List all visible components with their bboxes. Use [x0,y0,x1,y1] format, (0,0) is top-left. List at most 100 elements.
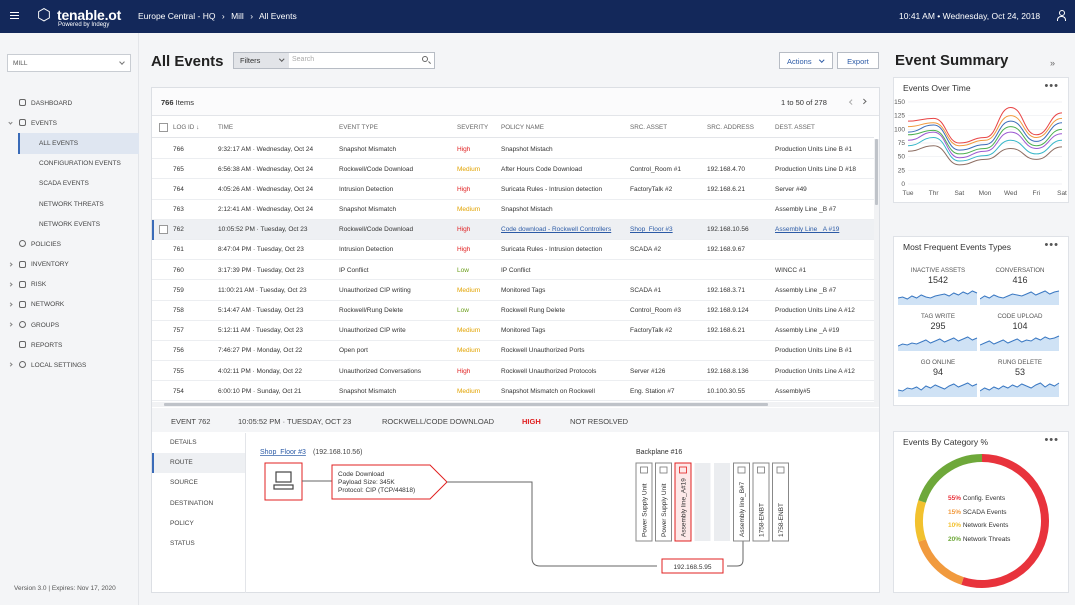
backplane-empty-slot[interactable] [694,463,711,541]
chevron-left-icon[interactable] [849,99,855,105]
frequent-event-tile[interactable]: RUNG DELETE 53 [980,359,1060,400]
items-count-label: Items [175,98,194,107]
table-row[interactable]: 762 10:05:52 PM · Tuesday, Oct 23 Rockwell… [152,219,874,240]
sidebar-item-reports[interactable]: REPORTS [0,335,139,355]
search-input[interactable]: Search [292,56,315,63]
frequent-event-tile[interactable]: INACTIVE ASSETS 1542 [898,267,978,308]
row-checkbox[interactable] [159,224,168,234]
donut-slice[interactable] [918,454,983,503]
sidebar-item-policies[interactable]: POLICIES [0,234,139,254]
table-row[interactable]: 756 7:46:27 PM · Monday, Oct 22 Open port M… [152,341,874,362]
col-severity[interactable]: SEVERITY [457,124,489,131]
more-options-icon[interactable]: ••• [1044,434,1059,446]
collapse-panel-icon[interactable]: » [1050,58,1056,68]
more-options-icon[interactable]: ••• [1044,239,1059,251]
items-count: 766 Items [161,98,194,107]
donut-slice[interactable] [961,454,1049,588]
tile-value: 295 [930,321,946,331]
col-time[interactable]: TIME [218,124,234,131]
tab-policy[interactable]: POLICY [170,519,194,527]
legend-item: 20% Network Threats [948,536,1010,543]
cell-dest-asset[interactable]: Assembly Line _A #19 [775,226,840,234]
legend-percent: 15% [948,508,962,516]
search-icon[interactable] [422,56,428,62]
sidebar-item-network-threats[interactable]: NETWORK THREATS [0,194,139,214]
col-policy-name[interactable]: POLICY NAME [501,124,544,131]
sidebar-item-label: GROUPS [31,321,60,329]
tab-source[interactable]: SOURCE [170,479,198,487]
table-row[interactable]: 755 4:02:11 PM · Monday, Oct 22 Unauthoriz… [152,361,874,382]
tab-destination[interactable]: DESTINATION [170,499,214,507]
sidebar-item-network[interactable]: NETWORK [0,295,139,315]
select-all-checkbox[interactable] [159,123,168,132]
backplane-module[interactable]: 1758-ENBT [752,462,770,542]
cell-src-address: 192.168.10.56 [707,226,749,234]
user-icon[interactable] [1057,10,1066,21]
col-src-address[interactable]: SRC. ADDRESS [707,124,754,131]
backplane-module[interactable]: Assembly line_B#7 [733,462,750,542]
sidebar-item-dashboard[interactable]: DASHBOARD [0,93,139,113]
backplane-module[interactable]: 1758-ENBT [772,462,789,542]
site-select[interactable]: MILL [7,54,131,72]
frequent-event-tile[interactable]: CONVERSATION 416 [980,267,1060,308]
sidebar-item-label: ALL EVENTS [39,139,79,147]
actions-button[interactable]: Actions [779,52,833,69]
table-row[interactable]: 763 2:12:41 AM · Wednesday, Oct 24 Snapsho… [152,200,874,220]
col-log-id[interactable]: LOG ID ↓ [173,124,199,131]
table-row[interactable]: 766 9:32:17 AM · Wednesday, Oct 24 Snapsho… [152,139,874,160]
frequent-event-tile[interactable]: GO ONLINE 94 [898,359,978,400]
tab-status[interactable]: STATUS [170,539,195,547]
table-row[interactable]: 760 3:17:39 PM · Tuesday, Oct 23 IP Confli… [152,260,874,281]
col-event-type[interactable]: EVENT TYPE [339,124,378,131]
chevron-right-icon[interactable] [861,99,867,105]
col-src-asset[interactable]: SRC. ASSET [630,124,668,131]
sidebar-item-scada-events[interactable]: SCADA EVENTS [0,174,139,194]
sidebar-item-local-settings[interactable]: LOCAL SETTINGS [0,355,139,375]
sidebar-item-label: RISK [31,281,47,289]
backplane-module[interactable]: Power Supply Unit [655,462,672,542]
table-row[interactable]: 757 5:12:11 AM · Tuesday, Oct 23 Unauthori… [152,321,874,341]
table-row[interactable]: 761 8:47:04 PM · Tuesday, Oct 23 Intrusion… [152,240,874,261]
legend-label: Network Threats [962,535,1011,543]
table-row[interactable]: 754 6:00:10 PM · Sunday, Oct 21 Snapshot M… [152,381,874,402]
cell-src-asset[interactable]: Shop_Floor #3 [630,226,673,234]
table-row[interactable]: 764 4:05:26 AM · Wednesday, Oct 24 Intrusi… [152,179,874,200]
sidebar-item-events[interactable]: EVENTS [0,113,139,133]
sidebar-item-network-events[interactable]: NETWORK EVENTS [0,214,139,234]
table-row[interactable]: 765 6:56:38 AM · Wednesday, Oct 24 Rockwel… [152,159,874,180]
backplane-empty-slot[interactable] [714,463,730,541]
donut-slice[interactable] [918,539,964,585]
frequent-event-tile[interactable]: CODE UPLOAD 104 [980,313,1060,354]
groups-icon [19,321,26,329]
sidebar-item-all-events[interactable]: ALL EVENTS [18,133,139,154]
backplane-module[interactable]: Assembly line_A#19 [674,462,692,542]
donut-slice[interactable] [915,500,926,542]
computer-icon[interactable] [264,462,303,501]
tab-route[interactable]: ROUTE [152,453,245,474]
backplane-module[interactable]: Power Supply Unit [635,462,653,542]
table-row[interactable]: 759 11:00:21 AM · Tuesday, Oct 23 Unauthor… [152,280,874,301]
cell-severity: Medium [457,327,481,335]
logo[interactable]: ⬡ tenable.ot Powered by Indegy [37,6,157,28]
menu-icon[interactable] [10,12,19,19]
sidebar-item-risk[interactable]: RISK [0,275,139,295]
table-row[interactable]: 758 5:14:47 AM · Tuesday, Oct 23 Rockwell/… [152,301,874,321]
cell-event-type: Snapshot Mismatch [339,206,397,214]
cell-event-type: IP Conflict [339,266,369,274]
export-button[interactable]: Export [837,52,879,69]
sidebar-item-groups[interactable]: GROUPS [0,315,139,335]
col-dest-asset[interactable]: DEST. ASSET [775,124,815,131]
frequent-event-tile[interactable]: TAG WRITE 295 [898,313,978,354]
filters-dropdown[interactable]: Filters [234,53,289,68]
cell-log-id: 762 [173,226,184,234]
horizontal-scrollbar[interactable] [152,402,879,407]
vertical-scrollbar[interactable] [874,139,879,402]
breadcrumb-region[interactable]: Europe Central - HQ [138,11,216,21]
cell-policy-name[interactable]: Code download - Rockwell Controllers [501,226,612,234]
breadcrumb-site[interactable]: Mill [231,11,244,21]
sidebar-item-configuration-events[interactable]: CONFIGURATION EVENTS [0,154,139,174]
tab-details[interactable]: DETAILS [170,439,197,446]
sidebar-item-inventory[interactable]: INVENTORY [0,255,139,275]
more-options-icon[interactable]: ••• [1044,80,1059,92]
route-source-link[interactable]: Shop_Floor #3 [260,449,306,456]
